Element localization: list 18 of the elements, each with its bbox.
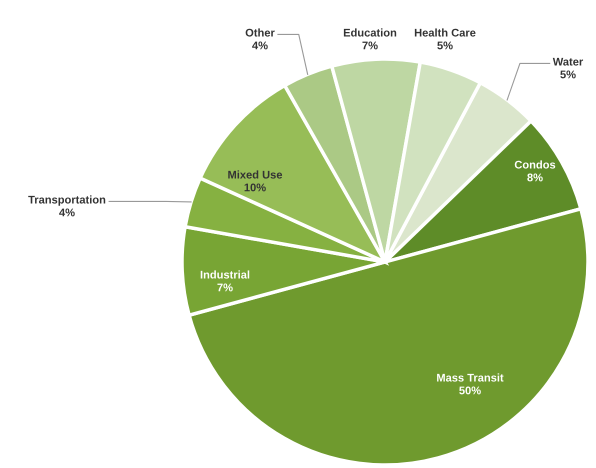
slice-label: Mass Transit [437, 373, 504, 382]
data-label: 4% [59, 208, 75, 216]
data-label: 5% [560, 70, 576, 78]
slice-label: Water [552, 58, 584, 66]
data-label: 10% [244, 184, 266, 192]
slice-label: Other [246, 28, 275, 37]
data-label: 7% [362, 42, 378, 50]
data-label: 7% [217, 284, 233, 292]
slice-label: Education [344, 28, 396, 37]
slice-label: Transportation [28, 195, 106, 206]
slice-label: Mixed Use [228, 170, 282, 179]
data-label: 4% [252, 42, 268, 50]
slice-label: Health Care [414, 28, 476, 37]
data-label: 8% [527, 174, 543, 182]
slice-label: Condos [514, 160, 556, 169]
data-label: 5% [437, 42, 453, 50]
data-label: 50% [459, 386, 481, 394]
slice-label: Industrial [200, 270, 250, 279]
